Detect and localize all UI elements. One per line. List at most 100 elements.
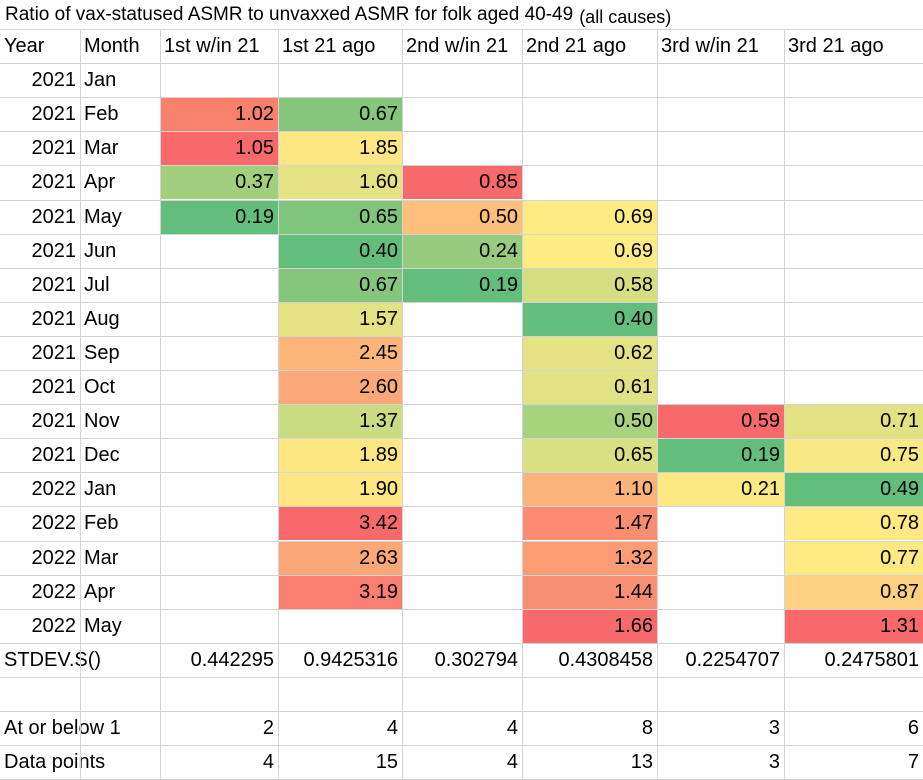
cell-dose3-within21[interactable]: 0.21 <box>657 472 784 507</box>
cell-month[interactable]: May <box>84 205 122 228</box>
cell-month[interactable]: Jul <box>84 273 110 296</box>
cell-dose1-21ago[interactable]: 2.60 <box>278 370 402 405</box>
cell-dose2-21ago[interactable]: 0.40 <box>522 301 657 336</box>
cell-dose3-21ago[interactable]: 0.78 <box>784 506 923 541</box>
cell-dose2-21ago[interactable]: 0.58 <box>522 267 657 302</box>
cell-dose2-21ago[interactable] <box>522 63 657 97</box>
cell-dose3-21ago[interactable]: 0.71 <box>784 404 923 439</box>
data-points-dose2-within21[interactable]: 4 <box>506 751 518 774</box>
cell-dose1-21ago[interactable]: 0.67 <box>278 97 402 132</box>
cell-dose2-within21[interactable] <box>402 63 522 97</box>
cell-month[interactable]: Mar <box>84 546 119 569</box>
cell-month[interactable]: May <box>84 614 122 637</box>
cell-dose1-within21[interactable] <box>160 438 278 472</box>
cell-dose2-21ago[interactable]: 0.62 <box>522 335 657 370</box>
at-or-below-dose2-21ago[interactable]: 8 <box>641 717 653 740</box>
cell-dose3-within21[interactable] <box>657 541 784 575</box>
cell-month[interactable]: Feb <box>84 103 119 126</box>
data-points-label[interactable]: Data points <box>4 751 106 774</box>
cell-year[interactable]: 2022 <box>31 478 77 501</box>
header-dose1-21ago[interactable]: 1st 21 ago <box>282 35 376 58</box>
cell-dose1-21ago[interactable]: 0.67 <box>278 267 402 302</box>
cell-dose3-within21[interactable] <box>657 63 784 97</box>
cell-dose2-within21[interactable] <box>402 370 522 404</box>
cell-dose2-21ago[interactable]: 0.50 <box>522 404 657 439</box>
cell-dose3-within21[interactable] <box>657 97 784 131</box>
cell-dose2-within21[interactable] <box>402 506 522 540</box>
data-points-dose1-21ago[interactable]: 15 <box>375 751 398 774</box>
stdev-dose2-21ago[interactable]: 0.4308458 <box>558 648 653 671</box>
cell-dose2-21ago[interactable] <box>522 131 657 165</box>
header-dose2-within21[interactable]: 2nd w/in 21 <box>406 35 509 58</box>
cell-year[interactable]: 2021 <box>31 307 77 330</box>
cell-dose1-21ago[interactable] <box>278 609 402 643</box>
cell-dose3-within21[interactable]: 0.19 <box>657 438 784 473</box>
cell-dose1-within21[interactable] <box>160 268 278 302</box>
stdev-label[interactable]: STDEV.S() <box>4 648 102 671</box>
cell-month[interactable]: Aug <box>84 307 120 330</box>
cell-dose2-within21[interactable]: 0.50 <box>402 199 522 234</box>
cell-year[interactable]: 2021 <box>31 376 77 399</box>
cell-dose1-21ago[interactable]: 1.85 <box>278 131 402 166</box>
cell-year[interactable]: 2022 <box>31 580 77 603</box>
cell-year[interactable]: 2021 <box>31 273 77 296</box>
cell-dose2-within21[interactable] <box>402 131 522 165</box>
data-points-dose3-21ago[interactable]: 7 <box>907 751 919 774</box>
cell-dose3-within21[interactable] <box>657 506 784 540</box>
stdev-dose3-within21[interactable]: 0.2254707 <box>685 648 780 671</box>
stdev-dose2-within21[interactable]: 0.302794 <box>434 648 518 671</box>
cell-dose1-21ago[interactable]: 1.60 <box>278 165 402 200</box>
cell-dose2-21ago[interactable]: 1.66 <box>522 608 657 643</box>
cell-dose2-within21[interactable]: 0.19 <box>402 267 522 302</box>
cell-dose3-21ago[interactable]: 0.77 <box>784 540 923 575</box>
sheet-title-cell[interactable]: Ratio of vax-statused ASMR to unvaxxed A… <box>5 4 671 27</box>
cell-dose2-within21[interactable] <box>402 404 522 438</box>
cell-dose1-within21[interactable] <box>160 472 278 506</box>
cell-month[interactable]: Nov <box>84 410 120 433</box>
cell-dose1-21ago[interactable]: 0.40 <box>278 233 402 268</box>
cell-dose1-within21[interactable] <box>160 609 278 643</box>
stdev-dose3-21ago[interactable]: 0.2475801 <box>824 648 919 671</box>
cell-dose3-21ago[interactable] <box>784 131 923 165</box>
cell-dose3-within21[interactable] <box>657 234 784 268</box>
cell-dose1-within21[interactable] <box>160 575 278 609</box>
cell-dose3-within21[interactable] <box>657 131 784 165</box>
cell-month[interactable]: Jun <box>84 239 117 262</box>
cell-month[interactable]: Dec <box>84 444 120 467</box>
cell-dose3-within21[interactable] <box>657 336 784 370</box>
cell-dose2-within21[interactable] <box>402 97 522 131</box>
data-points-dose1-within21[interactable]: 4 <box>262 751 274 774</box>
cell-dose1-within21[interactable] <box>160 336 278 370</box>
cell-dose2-21ago[interactable]: 0.69 <box>522 233 657 268</box>
cell-dose2-within21[interactable]: 0.85 <box>402 165 522 200</box>
data-points-dose2-21ago[interactable]: 13 <box>630 751 653 774</box>
cell-dose3-21ago[interactable] <box>784 268 923 302</box>
cell-dose1-within21[interactable] <box>160 63 278 97</box>
cell-year[interactable]: 2021 <box>31 444 77 467</box>
cell-dose1-within21[interactable]: 1.02 <box>160 97 278 132</box>
cell-dose2-21ago[interactable]: 0.65 <box>522 438 657 473</box>
cell-dose3-21ago[interactable] <box>784 302 923 336</box>
cell-month[interactable]: Oct <box>84 376 116 399</box>
cell-dose3-within21[interactable]: 0.59 <box>657 404 784 439</box>
cell-dose2-21ago[interactable]: 0.69 <box>522 199 657 234</box>
cell-month[interactable]: Mar <box>84 137 119 160</box>
at-or-below-label[interactable]: At or below 1 <box>4 717 121 740</box>
cell-dose1-21ago[interactable]: 1.57 <box>278 301 402 336</box>
cell-dose1-21ago[interactable]: 1.37 <box>278 404 402 439</box>
cell-dose3-within21[interactable] <box>657 302 784 336</box>
at-or-below-dose1-within21[interactable]: 2 <box>262 717 274 740</box>
cell-dose3-21ago[interactable] <box>784 165 923 199</box>
cell-dose1-within21[interactable]: 1.05 <box>160 131 278 166</box>
cell-dose1-within21[interactable] <box>160 370 278 404</box>
cell-dose2-21ago[interactable]: 0.61 <box>522 370 657 405</box>
cell-dose1-within21[interactable]: 0.19 <box>160 199 278 234</box>
cell-year[interactable]: 2021 <box>31 341 77 364</box>
cell-dose1-21ago[interactable]: 2.63 <box>278 540 402 575</box>
cell-dose3-21ago[interactable] <box>784 336 923 370</box>
cell-dose3-21ago[interactable] <box>784 234 923 268</box>
cell-dose1-within21[interactable]: 0.37 <box>160 165 278 200</box>
cell-dose1-within21[interactable] <box>160 541 278 575</box>
cell-dose3-within21[interactable] <box>657 200 784 234</box>
cell-dose2-within21[interactable]: 0.24 <box>402 233 522 268</box>
